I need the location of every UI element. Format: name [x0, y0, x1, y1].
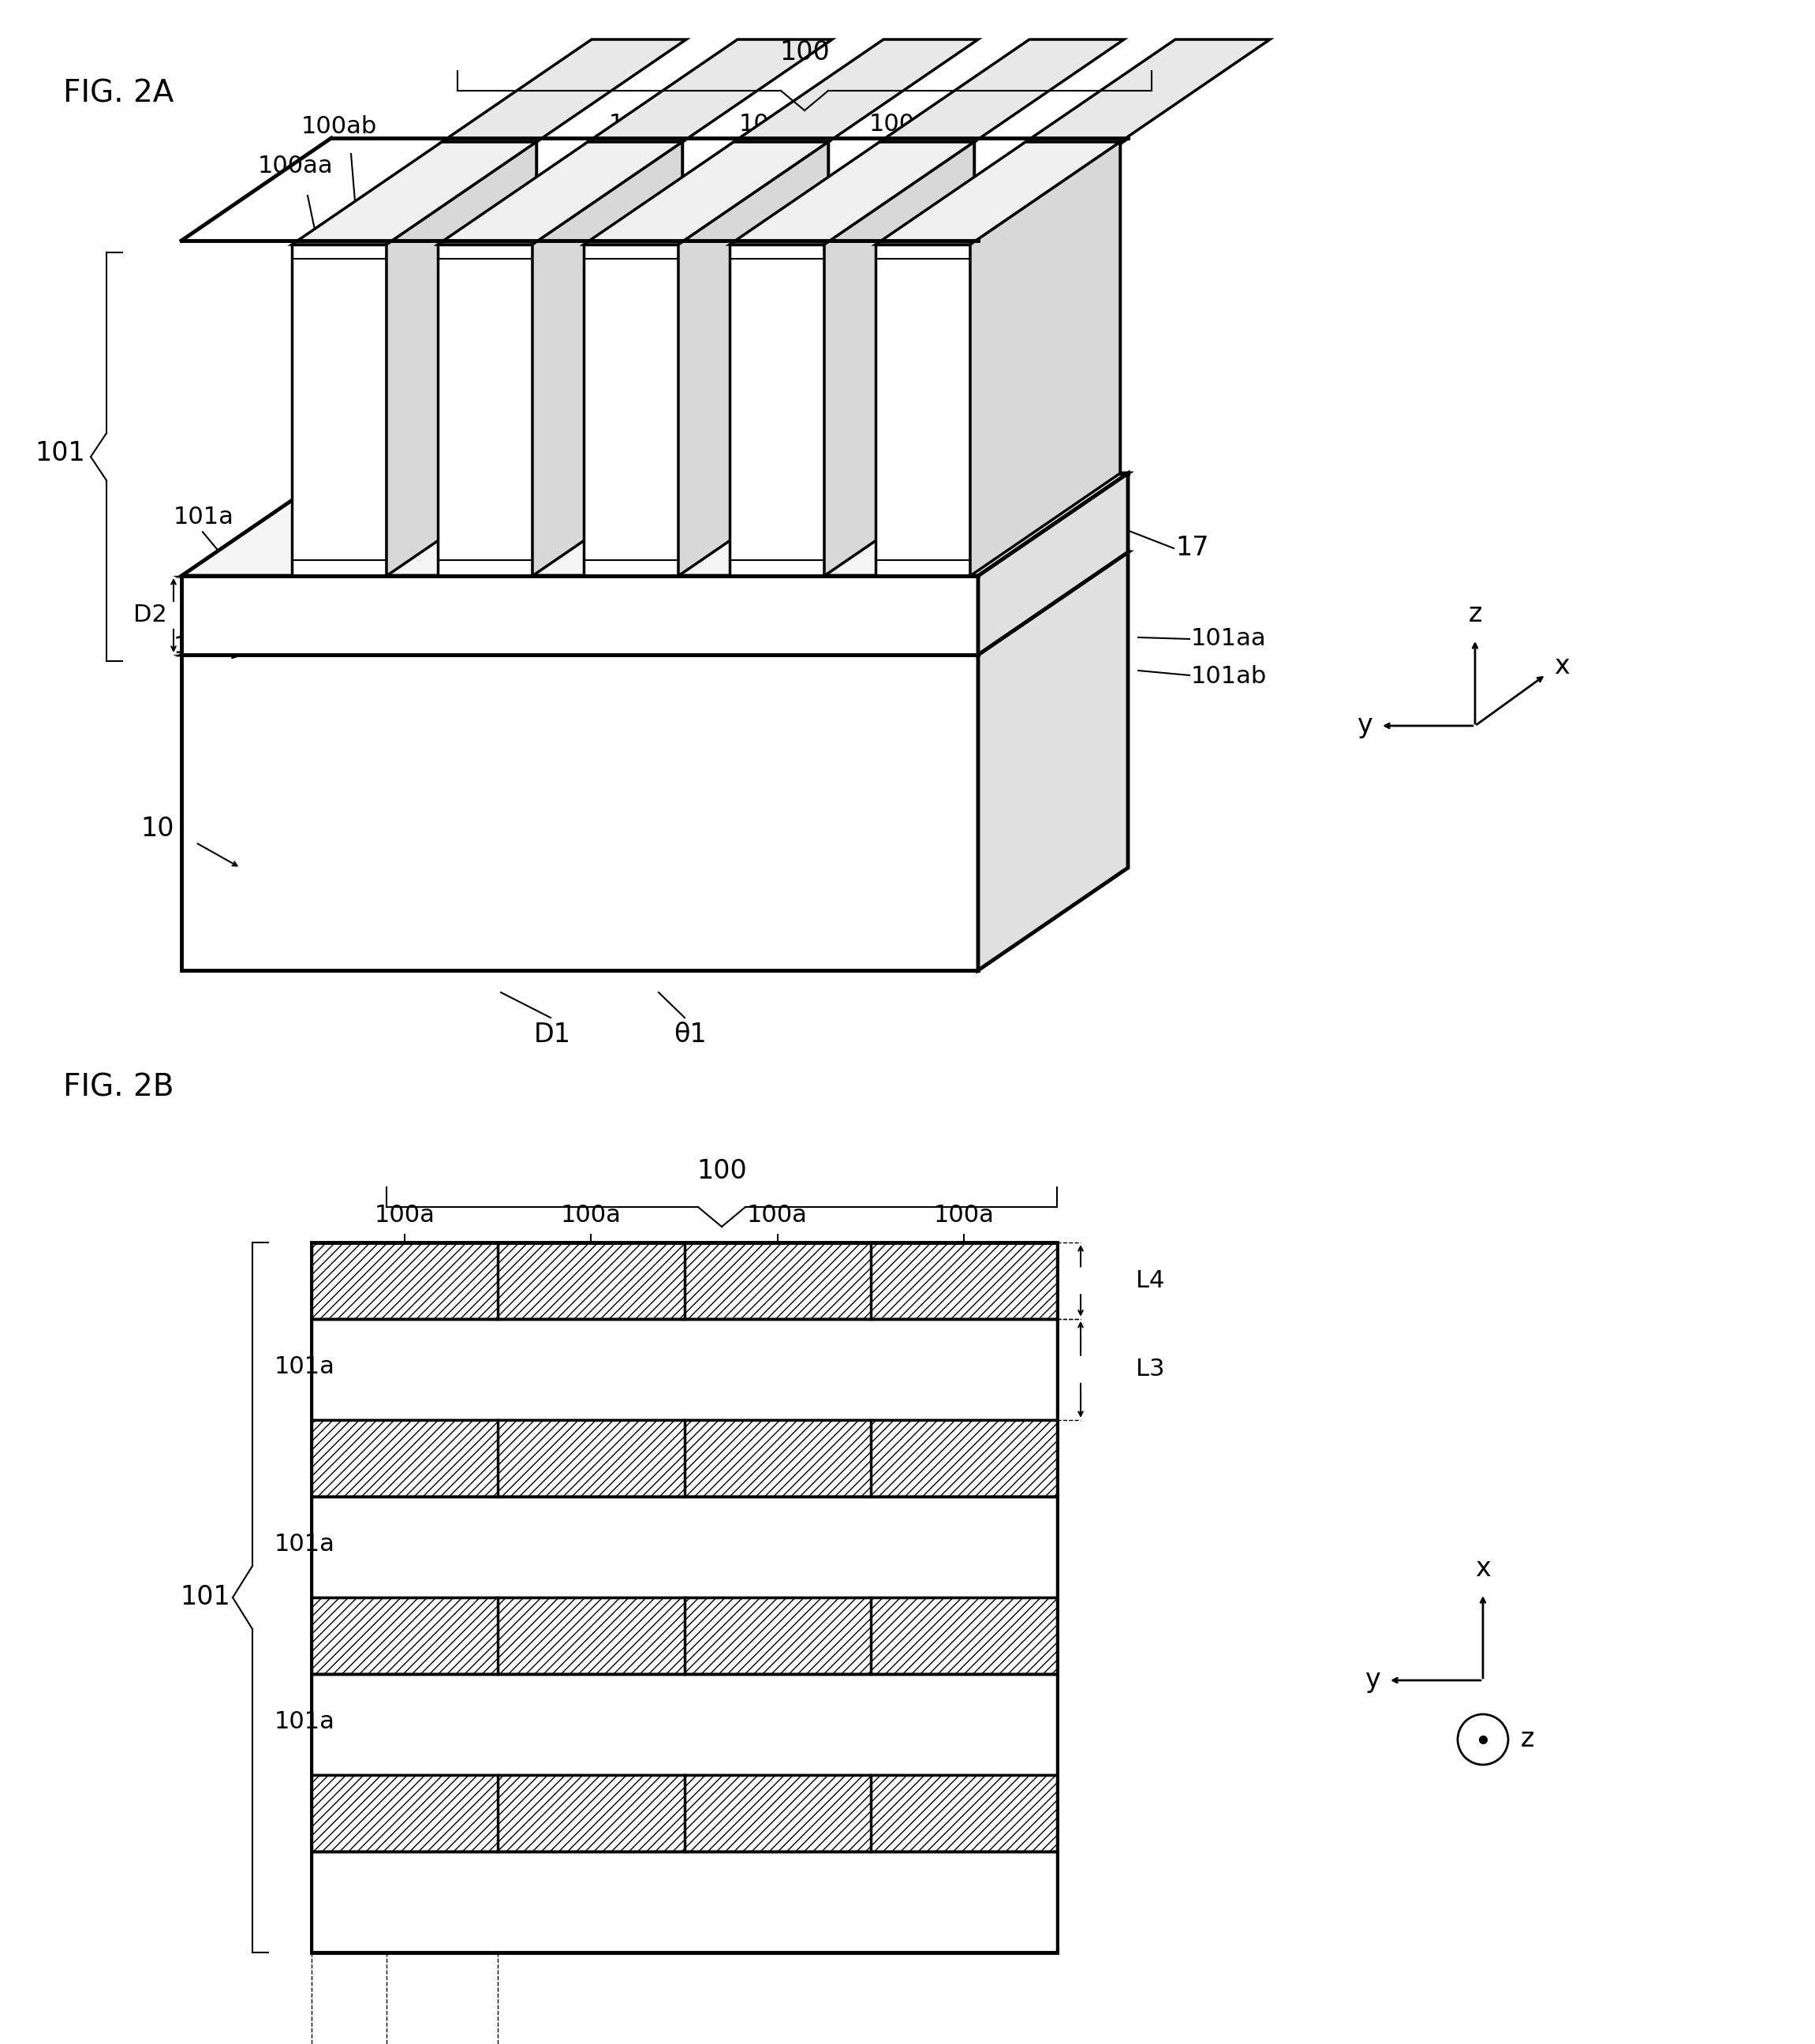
Text: 101a: 101a [274, 1711, 336, 1733]
Text: 100: 100 [697, 1159, 748, 1183]
Polygon shape [978, 474, 1127, 654]
Polygon shape [730, 141, 975, 245]
Polygon shape [532, 141, 682, 576]
Text: 101a: 101a [174, 505, 234, 527]
Polygon shape [292, 245, 387, 576]
Polygon shape [880, 141, 975, 474]
Polygon shape [441, 141, 537, 474]
Text: 100ab: 100ab [301, 114, 378, 139]
Text: 100a: 100a [374, 1204, 436, 1226]
Polygon shape [1025, 39, 1270, 141]
Text: 100a: 100a [561, 1204, 621, 1226]
Polygon shape [733, 39, 978, 141]
Polygon shape [733, 141, 828, 474]
Polygon shape [312, 1852, 1056, 1952]
Polygon shape [880, 39, 1123, 141]
Text: x: x [1476, 1555, 1490, 1582]
Polygon shape [588, 39, 831, 141]
Text: 101: 101 [180, 1584, 231, 1611]
Polygon shape [971, 141, 1120, 576]
Polygon shape [1025, 141, 1120, 474]
Text: 101aa: 101aa [1191, 628, 1267, 650]
Text: 100aa: 100aa [258, 155, 334, 178]
Polygon shape [182, 576, 978, 654]
Polygon shape [182, 654, 978, 971]
Text: D2: D2 [134, 603, 167, 628]
Text: y: y [1358, 713, 1372, 738]
Text: FIG. 2A: FIG. 2A [64, 80, 174, 108]
Polygon shape [588, 141, 682, 474]
Text: 17: 17 [1176, 536, 1209, 562]
Text: 100a: 100a [483, 112, 543, 135]
Polygon shape [875, 141, 1120, 245]
Polygon shape [182, 552, 1127, 654]
Text: θ1: θ1 [673, 1022, 706, 1049]
Polygon shape [584, 245, 679, 576]
Polygon shape [978, 552, 1127, 971]
Polygon shape [584, 141, 828, 245]
Polygon shape [312, 1496, 1056, 1598]
Polygon shape [875, 245, 971, 576]
Polygon shape [824, 141, 975, 576]
Polygon shape [182, 474, 1127, 576]
Text: y: y [1365, 1668, 1381, 1692]
Text: x: x [1554, 654, 1570, 679]
Polygon shape [437, 141, 682, 245]
Polygon shape [730, 245, 824, 576]
Polygon shape [387, 141, 537, 576]
Polygon shape [292, 141, 537, 245]
Text: z: z [1468, 601, 1481, 628]
Polygon shape [312, 1598, 1056, 1674]
Polygon shape [312, 1674, 1056, 1774]
Text: 100a: 100a [608, 112, 670, 135]
Polygon shape [441, 39, 686, 141]
Text: L3: L3 [1136, 1357, 1165, 1382]
Polygon shape [679, 141, 828, 576]
Polygon shape [437, 245, 532, 576]
Text: 101a: 101a [274, 1533, 336, 1555]
Text: 101a: 101a [274, 1355, 336, 1378]
Text: FIG. 2B: FIG. 2B [64, 1073, 174, 1104]
Polygon shape [312, 1318, 1056, 1421]
Polygon shape [312, 1421, 1056, 1496]
Text: 101a: 101a [174, 636, 234, 658]
Text: 100a: 100a [739, 112, 799, 135]
Text: L4: L4 [1136, 1269, 1165, 1292]
Polygon shape [312, 1243, 1056, 1952]
Text: 100: 100 [779, 39, 829, 65]
Text: 10: 10 [142, 816, 174, 842]
Polygon shape [312, 1774, 1056, 1852]
Text: 100a: 100a [748, 1204, 808, 1226]
Text: 101: 101 [34, 442, 85, 466]
Text: 100a: 100a [869, 112, 929, 135]
Text: 100a: 100a [933, 1204, 995, 1226]
Text: z: z [1521, 1727, 1534, 1752]
Text: 101ab: 101ab [1191, 666, 1267, 689]
Text: D1: D1 [534, 1022, 570, 1049]
Polygon shape [312, 1243, 1056, 1318]
